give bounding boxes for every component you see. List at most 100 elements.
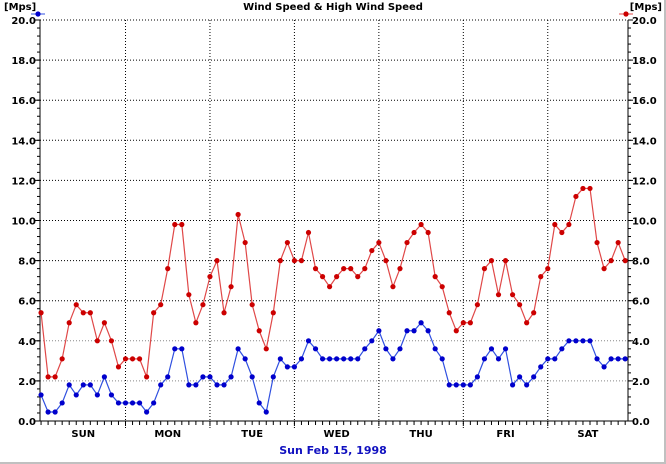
data-point bbox=[108, 392, 115, 398]
y-tick-label-right: 20.0 bbox=[632, 16, 657, 27]
data-point bbox=[122, 400, 129, 406]
data-point bbox=[517, 374, 523, 380]
data-point bbox=[502, 346, 509, 352]
data-point bbox=[608, 356, 614, 362]
data-point bbox=[545, 356, 551, 362]
series-line-high-wind-speed bbox=[40, 187, 626, 378]
y-tick-label-left: 18.0 bbox=[11, 56, 36, 67]
y-tick-label-right: 18.0 bbox=[632, 56, 657, 67]
y-tick-label-left: 2.0 bbox=[18, 377, 36, 388]
data-point bbox=[200, 302, 206, 308]
data-point bbox=[242, 239, 248, 246]
data-point bbox=[608, 258, 614, 264]
data-point bbox=[425, 229, 431, 236]
data-point bbox=[573, 338, 579, 344]
data-point bbox=[235, 346, 241, 352]
data-point bbox=[228, 284, 234, 290]
data-point bbox=[66, 320, 72, 326]
data-point bbox=[327, 356, 333, 362]
data-point bbox=[207, 274, 213, 280]
data-point bbox=[566, 338, 572, 344]
data-point bbox=[538, 364, 544, 370]
y-tick-label-left: 14.0 bbox=[11, 136, 36, 147]
y-tick-label-right: 10.0 bbox=[632, 217, 657, 228]
data-point bbox=[129, 356, 136, 362]
data-point bbox=[284, 364, 290, 370]
data-point bbox=[312, 266, 319, 272]
data-point bbox=[108, 338, 115, 344]
data-point bbox=[397, 266, 403, 272]
data-point bbox=[594, 356, 600, 362]
data-point bbox=[587, 338, 593, 344]
data-point bbox=[66, 382, 72, 388]
data-point bbox=[474, 302, 480, 308]
data-point bbox=[193, 382, 199, 388]
data-point bbox=[509, 382, 516, 388]
data-point bbox=[284, 239, 290, 246]
data-point bbox=[538, 274, 544, 280]
y-tick-label-left: 10.0 bbox=[11, 217, 36, 228]
data-point bbox=[59, 400, 65, 406]
data-point bbox=[418, 320, 424, 326]
data-point bbox=[214, 258, 220, 264]
data-point bbox=[453, 328, 459, 334]
data-point bbox=[263, 409, 269, 415]
series-line-wind-speed bbox=[40, 321, 626, 414]
data-point bbox=[404, 328, 410, 334]
data-point bbox=[369, 247, 375, 254]
axes: 0.0 0.0 2.0 2.0 4.0 4.0 6.0 6.0 8.0 8.0 10.0 10.0 12… bbox=[11, 16, 656, 440]
data-point bbox=[179, 221, 185, 228]
data-point bbox=[341, 266, 347, 272]
data-point bbox=[151, 400, 157, 406]
data-point bbox=[73, 392, 79, 398]
y-tick-label-left: 4.0 bbox=[18, 337, 36, 348]
data-point bbox=[552, 221, 558, 228]
data-point bbox=[495, 292, 502, 298]
data-point bbox=[334, 356, 340, 362]
data-point bbox=[502, 258, 509, 264]
y-tick-label-right: 0.0 bbox=[632, 417, 650, 428]
data-point bbox=[52, 409, 58, 415]
data-point bbox=[531, 310, 537, 316]
data-point bbox=[291, 258, 298, 264]
y-tick-label-right: 4.0 bbox=[632, 337, 650, 348]
data-point bbox=[524, 320, 530, 326]
data-point bbox=[517, 302, 523, 308]
data-point bbox=[622, 258, 628, 264]
data-point bbox=[432, 274, 438, 280]
data-point bbox=[615, 356, 621, 362]
data-point bbox=[298, 356, 305, 362]
data-point bbox=[221, 382, 227, 388]
data-point bbox=[270, 310, 276, 316]
day-label: FRI bbox=[496, 429, 514, 440]
data-point bbox=[524, 382, 530, 388]
series-layer bbox=[38, 185, 628, 415]
data-point bbox=[256, 328, 262, 334]
data-point bbox=[45, 374, 51, 380]
data-point bbox=[460, 320, 466, 326]
data-point bbox=[404, 239, 410, 246]
data-point bbox=[87, 382, 93, 388]
legend bbox=[31, 11, 633, 17]
data-point bbox=[383, 258, 389, 264]
data-point bbox=[573, 193, 579, 200]
day-label: SUN bbox=[71, 429, 95, 440]
data-point bbox=[580, 338, 586, 344]
date-label: Sun Feb 15, 1998 bbox=[279, 444, 387, 457]
data-point bbox=[509, 292, 516, 298]
data-point bbox=[305, 338, 312, 344]
y-tick-label-right: 14.0 bbox=[632, 136, 657, 147]
data-point bbox=[277, 258, 283, 264]
data-point bbox=[200, 374, 206, 380]
legend-marker bbox=[35, 11, 41, 17]
data-point bbox=[348, 266, 354, 272]
data-point bbox=[418, 221, 424, 228]
data-point bbox=[488, 258, 495, 264]
data-point bbox=[566, 221, 572, 228]
y-tick-label-left: 16.0 bbox=[11, 96, 36, 107]
data-point bbox=[298, 258, 305, 264]
data-point bbox=[129, 400, 136, 406]
day-label: THU bbox=[409, 429, 432, 440]
data-point bbox=[587, 185, 593, 192]
